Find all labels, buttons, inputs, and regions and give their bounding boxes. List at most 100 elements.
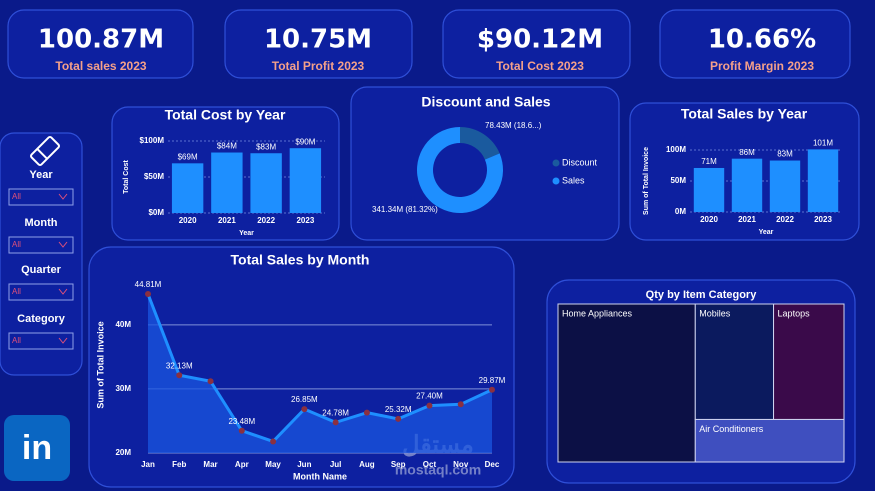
chart-title: Discount and Sales bbox=[421, 94, 550, 110]
data-label: 25.32M bbox=[385, 405, 412, 414]
x-tick-label: 2022 bbox=[257, 216, 275, 225]
y-tick-label: 40M bbox=[115, 320, 131, 329]
treemap-tile bbox=[694, 303, 775, 420]
x-axis-title: Month Name bbox=[293, 471, 347, 481]
x-tick-label: Feb bbox=[172, 460, 186, 469]
watermark: mostaql.com bbox=[395, 462, 481, 478]
x-tick-label: Dec bbox=[485, 460, 500, 469]
dropdown-arrow bbox=[58, 193, 68, 200]
data-label: $84M bbox=[217, 142, 237, 151]
y-tick-label: 0M bbox=[675, 207, 686, 216]
kpi-label: Total Cost 2023 bbox=[496, 59, 584, 73]
x-tick-label: 2021 bbox=[218, 216, 236, 225]
bar bbox=[807, 149, 839, 212]
marker bbox=[426, 402, 433, 409]
bar bbox=[211, 152, 243, 213]
kpi-value: 10.75M bbox=[264, 25, 372, 55]
x-tick-label: 2020 bbox=[179, 216, 197, 225]
marker bbox=[176, 372, 183, 379]
kpi-card bbox=[442, 9, 631, 79]
area bbox=[148, 294, 492, 453]
chart-title: Total Sales by Year bbox=[681, 106, 808, 122]
kpi-value: $90.12M bbox=[477, 25, 603, 55]
data-label: 78.43M (18.6...) bbox=[485, 121, 542, 130]
data-label: 26.85M bbox=[291, 395, 318, 404]
data-label: 44.81M bbox=[135, 280, 162, 289]
dropdown-arrow bbox=[58, 241, 68, 248]
chart-title: Total Sales by Month bbox=[231, 252, 370, 268]
dropdown-value: All bbox=[12, 240, 21, 249]
logo-tile bbox=[4, 415, 70, 481]
bar bbox=[289, 148, 322, 213]
dropdown-value: All bbox=[12, 336, 21, 345]
x-tick-label: 2023 bbox=[296, 216, 314, 225]
dropdown-value: All bbox=[12, 287, 21, 296]
treemap-tile bbox=[773, 303, 845, 420]
kpi-label: Profit Margin 2023 bbox=[710, 59, 814, 73]
data-label: 341.34M (81.32%) bbox=[372, 205, 438, 214]
x-tick-label: Oct bbox=[423, 460, 437, 469]
y-axis-title: Total Cost bbox=[123, 159, 130, 193]
kpi-card bbox=[659, 9, 851, 79]
x-tick-label: Sep bbox=[391, 460, 406, 469]
x-tick-label: Mar bbox=[203, 460, 217, 469]
data-label: 32.13M bbox=[166, 361, 193, 370]
legend-label: Sales bbox=[562, 175, 585, 185]
x-tick-label: Jan bbox=[141, 460, 155, 469]
bar bbox=[769, 160, 801, 212]
tile-label: Home Appliances bbox=[562, 308, 633, 318]
marker bbox=[301, 406, 308, 413]
x-tick-label: 2022 bbox=[776, 215, 794, 224]
bar bbox=[250, 153, 282, 213]
y-axis-title: Sum of Total Invoice bbox=[643, 147, 650, 215]
x-axis-title: Year bbox=[239, 230, 254, 237]
line bbox=[146, 293, 493, 443]
dropdown[interactable] bbox=[8, 332, 74, 350]
kpi-card bbox=[224, 9, 413, 79]
dropdown-arrow bbox=[58, 288, 68, 295]
marker bbox=[145, 291, 151, 298]
data-label: $83M bbox=[256, 142, 276, 151]
y-tick-label: $0M bbox=[148, 208, 164, 217]
dropdown[interactable] bbox=[8, 236, 74, 254]
marker bbox=[363, 409, 370, 416]
data-label: $69M bbox=[178, 152, 198, 161]
dropdown[interactable] bbox=[8, 188, 74, 206]
data-label: 29.87M bbox=[479, 376, 506, 385]
filter-label: Month bbox=[25, 217, 58, 229]
y-tick-label: 30M bbox=[115, 384, 131, 393]
tile-label: Laptops bbox=[778, 308, 811, 318]
x-tick-label: Apr bbox=[235, 460, 249, 469]
dropdown[interactable] bbox=[8, 283, 74, 301]
marker bbox=[457, 401, 464, 408]
dropdown-arrow bbox=[58, 337, 68, 344]
chart-title: Qty by Item Category bbox=[646, 289, 758, 301]
filter-label: Year bbox=[29, 169, 53, 181]
marker bbox=[270, 438, 277, 445]
tile-label: Air Conditioners bbox=[699, 424, 764, 434]
x-axis-title: Year bbox=[759, 229, 774, 236]
filter-label: Category bbox=[17, 313, 66, 325]
kpi-label: Total Profit 2023 bbox=[272, 59, 365, 73]
bar bbox=[171, 163, 204, 213]
pie-slice bbox=[416, 127, 504, 213]
bar bbox=[731, 158, 763, 212]
y-tick-label: $100M bbox=[140, 136, 165, 145]
marker bbox=[395, 415, 402, 422]
treemap-tile bbox=[694, 418, 845, 463]
data-label: 23.48M bbox=[228, 417, 255, 426]
marker bbox=[207, 378, 214, 385]
chart-title: Total Cost by Year bbox=[165, 107, 286, 123]
eraser-icon bbox=[29, 135, 61, 167]
marker bbox=[489, 386, 495, 393]
x-tick-label: 2020 bbox=[700, 215, 718, 224]
kpi-card bbox=[7, 9, 194, 79]
legend-swatch bbox=[552, 159, 560, 167]
x-tick-label: Nov bbox=[453, 460, 469, 469]
bar bbox=[693, 167, 725, 212]
x-tick-label: Aug bbox=[359, 460, 375, 469]
dropdown-value: All bbox=[12, 192, 21, 201]
treemap-tile bbox=[557, 303, 696, 463]
chart-card bbox=[350, 86, 620, 241]
